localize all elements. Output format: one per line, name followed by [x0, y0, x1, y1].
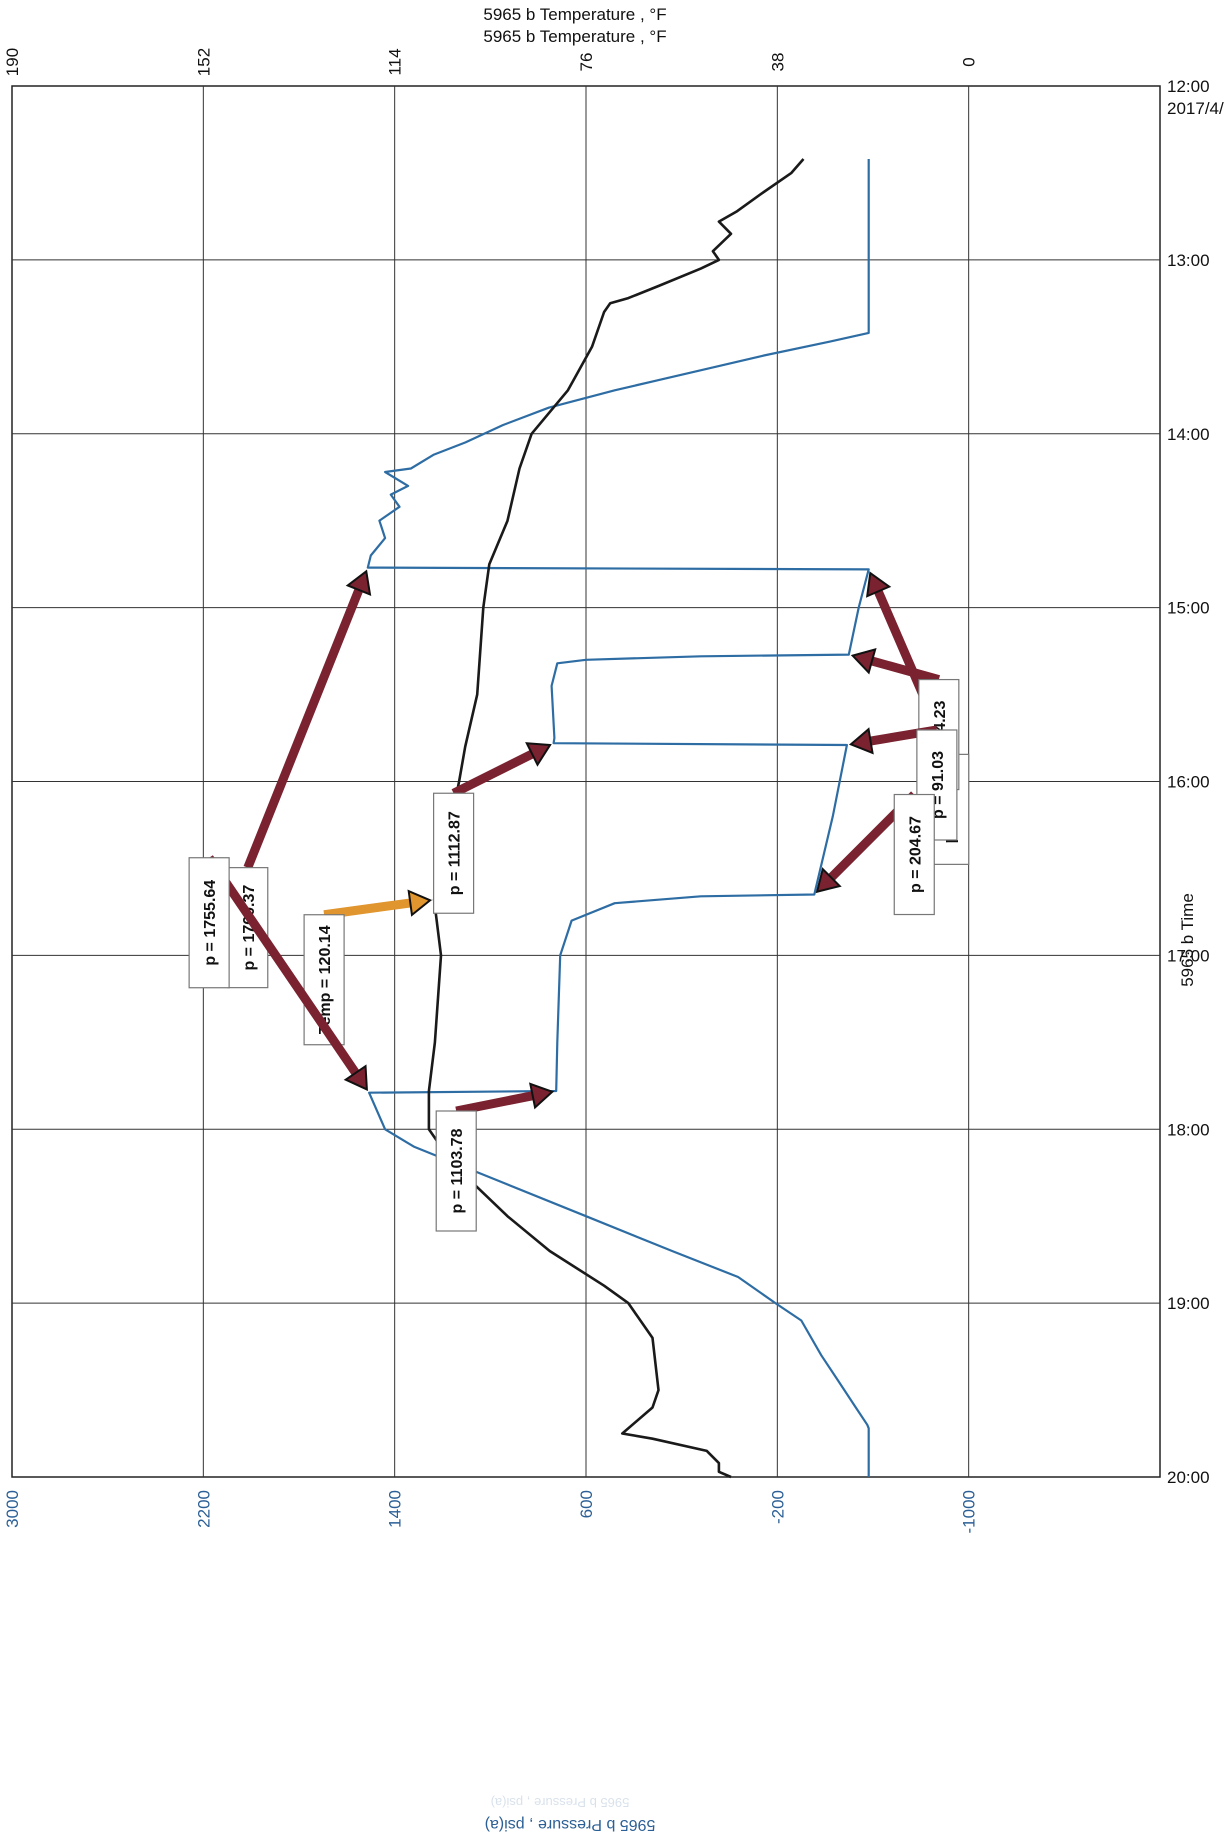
- series-layer: [366, 158, 870, 1479]
- annotation-arrow-shaft: [243, 582, 366, 870]
- time-tick-label: 19:00: [1167, 1294, 1210, 1313]
- pressure-tick-label: 1400: [386, 1490, 405, 1528]
- annotation-arrow-head: [815, 867, 842, 894]
- annotation: p = 204.67: [815, 791, 935, 916]
- annotation-arrow-shaft: [455, 1090, 540, 1116]
- chart-grid: [11, 85, 1161, 1478]
- annotation: p = 1112.87: [433, 742, 552, 914]
- time-axis: 5965 b Time 12:00 13:00 14:00 15:00 16:00 17:…: [1167, 77, 1225, 1487]
- annotation-label: Temp = 120.14: [317, 925, 334, 1034]
- annotation-arrow-head: [850, 647, 877, 675]
- annotation-arrow-shaft: [323, 897, 417, 920]
- temperature-tick-label: 76: [577, 53, 596, 72]
- annotation-box: [893, 793, 935, 916]
- pressure-axis: 5965 b Pressure , psi(a) 5965 b Pressure…: [3, 1490, 979, 1833]
- temperature-axis-title-1: 5965 b Temperature , °F: [483, 5, 666, 24]
- time-tick-label: 15:00: [1167, 599, 1210, 618]
- annotation-arrow-head: [345, 569, 372, 596]
- annotation-box: [433, 792, 475, 914]
- time-tick-label: 14:00: [1167, 425, 1210, 444]
- time-tick-label: 13:00: [1167, 251, 1210, 270]
- annotation-arrow-shaft: [451, 747, 540, 798]
- annotation-arrow-head: [865, 571, 892, 598]
- pressure-tick-label: -200: [768, 1490, 787, 1524]
- time-tick-label: 12:00: [1167, 77, 1210, 96]
- annotation-arrow-head: [343, 1064, 368, 1092]
- temperature-axis: 5965 b Temperature , °F 5965 b Temperatu…: [3, 5, 979, 76]
- annotation-label: p = 1755.64: [202, 880, 219, 966]
- annotation-layer: p = 1760.37p = 15.00p = 84.23p = 1112.87…: [188, 569, 970, 1232]
- temperature-tick-label: 114: [386, 48, 405, 75]
- annotation-box: [435, 1110, 477, 1232]
- time-tick-label: 17:00: [1167, 946, 1210, 965]
- date-label: 2017/4/13: [1167, 99, 1225, 118]
- annotation-arrow-head: [525, 742, 552, 767]
- time-tick-label: 16:00: [1167, 773, 1210, 792]
- annotation: p = 1755.64: [188, 855, 368, 1092]
- annotation: p = 91.03: [848, 725, 958, 841]
- pressure-axis-title: 5965 b Pressure , psi(a): [485, 1816, 656, 1833]
- annotation-box: [188, 857, 230, 989]
- annotation: p = 1103.78: [435, 1082, 555, 1232]
- annotation-arrow-head: [848, 727, 874, 755]
- annotation-arrow-shaft: [205, 855, 363, 1081]
- annotation-label: p = 1112.87: [447, 811, 464, 895]
- temperature-tick-label: 190: [3, 48, 22, 76]
- time-axis-title: 5965 b Time: [1178, 893, 1197, 987]
- annotation-arrow-head: [407, 889, 433, 917]
- pressure-tick-label: 2200: [194, 1490, 213, 1528]
- time-tick-label: 20:00: [1167, 1468, 1210, 1487]
- annotation-label: p = 204.67: [907, 816, 924, 893]
- pressure-tick-label: 600: [577, 1490, 596, 1518]
- temperature-axis-title-2: 5965 b Temperature , °F: [483, 27, 666, 46]
- pressure-series-line: [366, 159, 870, 1477]
- annotation-arrow-shaft: [864, 655, 941, 684]
- temperature-series-line: [427, 158, 805, 1479]
- pressure-tick-label: 3000: [3, 1490, 22, 1528]
- pressure-tick-label: -1000: [960, 1490, 979, 1533]
- temperature-tick-label: 0: [960, 57, 979, 66]
- annotation-label: p = 1103.78: [449, 1128, 466, 1213]
- annotation-arrow-head: [529, 1082, 555, 1110]
- temperature-tick-label: 38: [768, 53, 787, 72]
- time-tick-label: 18:00: [1167, 1120, 1210, 1139]
- temperature-tick-label: 152: [194, 48, 213, 76]
- annotation: p = 1760.37: [227, 569, 372, 989]
- pressure-axis-title-ghost: 5965 b Pressure , psi(a): [491, 1795, 630, 1810]
